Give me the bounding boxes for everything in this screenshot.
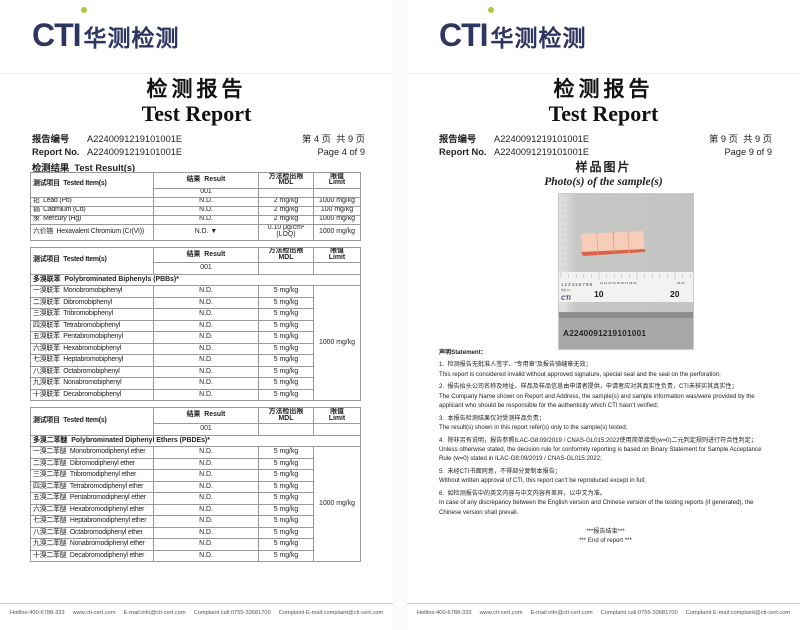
svg-text:单位:cm: 单位:cm <box>561 288 570 292</box>
svg-text:CTI: CTI <box>561 296 571 302</box>
svg-text:11 12 13 14 15 16 17 18 19: 11 12 13 14 15 16 17 18 19 <box>600 281 637 285</box>
svg-text:20: 20 <box>670 289 680 299</box>
svg-text:21 23: 21 23 <box>677 281 685 285</box>
svg-text:10: 10 <box>594 289 604 299</box>
svg-text:1 2 3 4 5 6 7 8 9: 1 2 3 4 5 6 7 8 9 <box>561 282 593 287</box>
svg-text:A2240091219101001: A2240091219101001 <box>563 328 646 338</box>
